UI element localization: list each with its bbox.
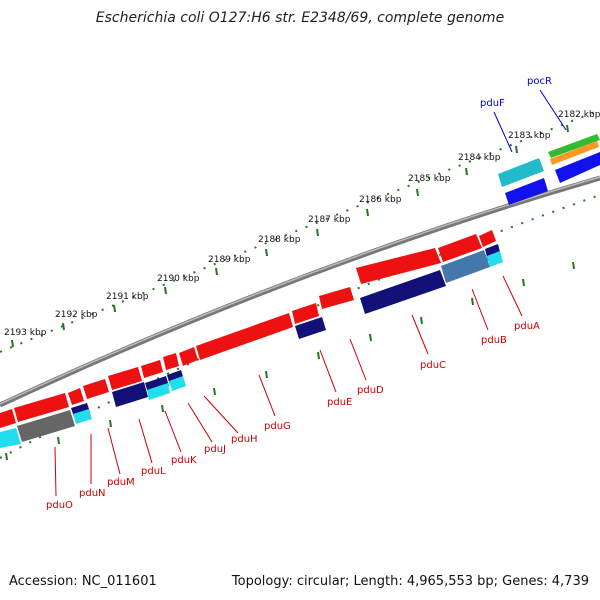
major-tick-inner — [369, 333, 372, 342]
gene-label-pduC: pduC — [420, 360, 446, 371]
kbp-label: 2184 kbp — [458, 153, 501, 163]
major-tick-inner — [213, 387, 216, 396]
major-tick-outer — [416, 188, 419, 197]
gene-block-pduE — [292, 303, 319, 324]
gene-block-pduB — [438, 234, 482, 262]
gene-block-pduA-rev-cyan — [487, 251, 503, 267]
gene-block-pduC-rev — [360, 270, 446, 314]
gene-label-pduH: pduH — [231, 434, 258, 445]
topology-text: Topology: circular; Length: 4,965,553 bp… — [231, 574, 589, 589]
major-tick-inner — [522, 278, 525, 287]
major-ticks — [5, 124, 575, 461]
kbp-label: 2191 kbp — [106, 292, 149, 302]
gene-block-edge-rev — [0, 428, 21, 448]
major-tick-inner — [109, 419, 112, 428]
accession-text: Accession: NC_011601 — [9, 574, 157, 589]
gene-block-pduC — [356, 248, 441, 284]
gene-block-pduA — [479, 230, 496, 247]
major-tick-outer — [566, 124, 569, 133]
kbp-label: 2192 kbp — [55, 310, 98, 320]
kbp-label: 2193 kbp — [4, 328, 47, 338]
kbp-label: 2186 kbp — [359, 195, 402, 205]
major-tick-inner — [420, 316, 423, 325]
gene-label-pduE: pduE — [327, 397, 352, 408]
gene-block-pduB-rev — [441, 250, 490, 283]
gene-label-pduO: pduO — [46, 500, 73, 511]
gene-label-pduG: pduG — [264, 421, 291, 432]
major-tick-outer — [11, 339, 14, 348]
major-tick-outer — [465, 167, 468, 176]
major-tick-outer — [164, 286, 167, 295]
kbp-labels: 2182 kbp 2183 kbp 2184 kbp 2185 kbp 2186… — [4, 110, 600, 338]
gene-block-pduL — [108, 367, 142, 390]
kbp-label: 2190 kbp — [157, 274, 200, 284]
gene-block-pduF-blue — [505, 178, 548, 205]
major-tick-inner — [572, 261, 575, 270]
gene-block-pduO — [14, 393, 69, 422]
gene-label-pduJ: pduJ — [204, 444, 226, 455]
label-leaders — [54, 89, 567, 497]
kbp-label: 2189 kbp — [208, 255, 251, 265]
major-tick-inner — [265, 370, 268, 379]
gene-block-pduK — [141, 360, 163, 378]
gene-labels: pocR pduF pduA pduB pduC pduD pduE pduG … — [46, 76, 552, 511]
major-tick-inner — [471, 297, 474, 306]
major-tick-outer — [62, 322, 65, 331]
gene-label-pduL: pduL — [141, 466, 166, 477]
gene-block-pduJ — [163, 353, 179, 370]
gene-label-pduN: pduN — [79, 488, 106, 499]
gene-block-pduM — [83, 379, 109, 399]
gene-block-pduD — [319, 287, 354, 309]
major-tick-inner — [5, 452, 8, 461]
gene-block-pduO-rev — [17, 410, 75, 442]
gene-block-pduF-cyan — [498, 158, 544, 187]
gene-block-pocR-blue — [555, 152, 600, 183]
kbp-label: 2185 kbp — [408, 174, 451, 184]
gene-label-pduA: pduA — [514, 321, 540, 332]
major-tick-outer — [265, 248, 268, 257]
kbp-label: 2182 kbp — [558, 110, 600, 120]
gene-block-pduG — [196, 313, 293, 360]
gene-block-pduN — [68, 388, 84, 405]
genome-title: Escherichia coli O127:H6 str. E2348/69, … — [95, 10, 505, 26]
major-tick-outer — [316, 228, 319, 237]
gene-label-pduK: pduK — [171, 455, 197, 466]
genome-backbone — [0, 175, 600, 408]
major-tick-outer — [215, 267, 218, 276]
gene-block-pduN-rev-cyan — [73, 409, 92, 424]
kbp-label: 2188 kbp — [258, 235, 301, 245]
kbp-label: 2183 kbp — [508, 131, 551, 141]
gene-label-pduB: pduB — [481, 335, 507, 346]
major-tick-inner — [57, 436, 60, 445]
gene-block-edge — [0, 409, 16, 428]
gene-block-pocR-green — [548, 134, 600, 158]
gene-label-pduF: pduF — [480, 98, 505, 109]
kbp-label: 2187 kbp — [308, 215, 351, 225]
gene-block-pduE-rev — [295, 317, 326, 339]
gene-label-pocR: pocR — [527, 76, 552, 87]
gene-block-pduH — [179, 347, 198, 366]
gene-blocks — [0, 134, 600, 448]
gene-label-pduD: pduD — [357, 385, 384, 396]
gene-block-pocR-orange — [550, 141, 599, 165]
gene-block-pduK-rev-cyan — [169, 376, 186, 391]
major-tick-outer — [113, 304, 116, 313]
major-tick-inner — [317, 351, 320, 360]
major-tick-inner — [161, 404, 164, 413]
major-tick-outer — [366, 208, 369, 217]
gene-block-pduM-rev — [112, 382, 148, 407]
gene-block-pduL-rev-cyan — [147, 383, 170, 400]
major-tick-outer — [515, 145, 518, 154]
gene-label-pduM: pduM — [107, 477, 135, 488]
